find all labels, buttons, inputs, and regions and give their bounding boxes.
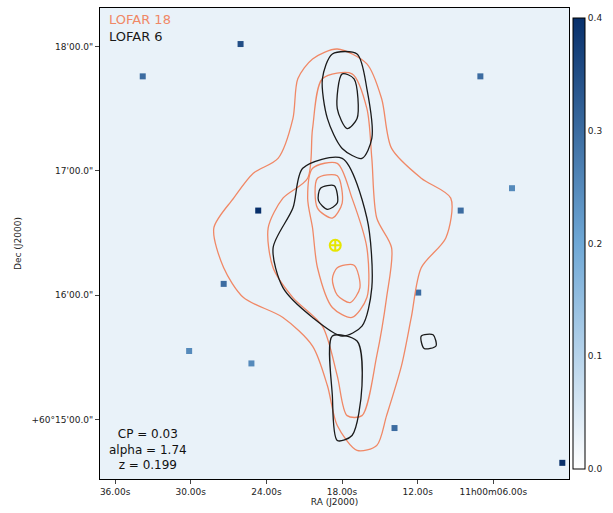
svg-text:0.3: 0.3 xyxy=(588,126,602,136)
svg-text:12.00s: 12.00s xyxy=(402,487,433,497)
svg-text:18.00s: 18.00s xyxy=(327,487,358,497)
svg-text:0.4: 0.4 xyxy=(588,13,603,23)
svg-text:LOFAR 6: LOFAR 6 xyxy=(109,29,163,44)
svg-text:16'00.0": 16'00.0" xyxy=(55,290,93,300)
svg-text:17'00.0": 17'00.0" xyxy=(55,166,93,176)
svg-text:0.2: 0.2 xyxy=(588,239,602,249)
svg-text:30.00s: 30.00s xyxy=(176,487,207,497)
svg-text:18'00.0": 18'00.0" xyxy=(55,42,93,52)
svg-text:11h00m06.00s: 11h00m06.00s xyxy=(459,487,527,497)
svg-text:36.00s: 36.00s xyxy=(100,487,131,497)
svg-text:CP = 0.03alpha = 1.74z = 0.199: CP = 0.03alpha = 1.74z = 0.199 xyxy=(109,427,187,472)
svg-text:24.00s: 24.00s xyxy=(251,487,282,497)
svg-text:0.1: 0.1 xyxy=(588,351,602,361)
svg-text:LOFAR 18: LOFAR 18 xyxy=(109,12,171,27)
svg-text:RA (J2000): RA (J2000) xyxy=(311,497,359,507)
svg-text:0.0: 0.0 xyxy=(588,464,603,474)
svg-text:Dec (J2000): Dec (J2000) xyxy=(13,217,23,270)
svg-text:+60°15'00.0": +60°15'00.0" xyxy=(32,415,94,425)
